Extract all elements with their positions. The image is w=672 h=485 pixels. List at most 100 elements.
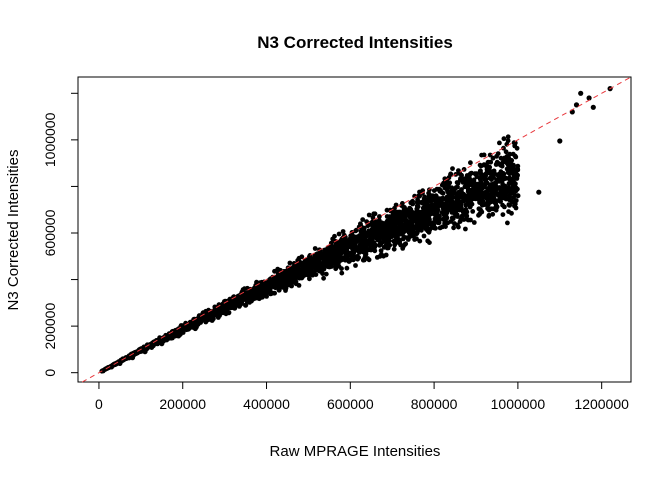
- data-point: [470, 196, 476, 202]
- data-point: [506, 209, 511, 215]
- data-point: [515, 166, 520, 172]
- data-point: [470, 209, 476, 214]
- data-point: [307, 256, 312, 262]
- data-point: [236, 297, 242, 303]
- data-point: [472, 181, 478, 186]
- data-point: [377, 242, 383, 248]
- data-point: [397, 239, 403, 245]
- data-point: [475, 184, 481, 189]
- data-point: [247, 291, 253, 297]
- data-point: [426, 228, 432, 234]
- data-point: [360, 249, 366, 255]
- data-point: [209, 317, 215, 323]
- data-point: [481, 152, 487, 158]
- data-point: [439, 224, 445, 230]
- data-point: [320, 271, 325, 276]
- data-point: [414, 221, 420, 227]
- data-point: [513, 185, 519, 191]
- data-point: [427, 240, 432, 246]
- data-point: [499, 188, 504, 194]
- data-point: [450, 166, 455, 172]
- data-point: [506, 160, 513, 166]
- data-point: [302, 270, 308, 276]
- data-point: [335, 258, 340, 264]
- data-point: [262, 289, 268, 295]
- data-point: [536, 189, 542, 195]
- data-point: [467, 176, 472, 181]
- data-point: [359, 226, 365, 232]
- data-point: [210, 308, 216, 314]
- y-tick-label: 0: [42, 369, 58, 377]
- data-point: [427, 209, 433, 214]
- data-point: [330, 236, 336, 242]
- data-point: [514, 145, 520, 151]
- data-point: [586, 95, 592, 101]
- data-point: [221, 305, 227, 311]
- data-point: [460, 209, 466, 215]
- data-point: [265, 285, 271, 291]
- data-point: [463, 226, 468, 232]
- data-point: [492, 171, 498, 177]
- data-point: [448, 172, 453, 178]
- data-point: [264, 294, 269, 299]
- data-point: [366, 241, 372, 247]
- data-point: [474, 174, 480, 180]
- data-point: [415, 225, 421, 231]
- data-point: [483, 176, 489, 182]
- x-tick-label: 0: [95, 396, 103, 412]
- data-point: [449, 185, 455, 191]
- data-point: [300, 261, 306, 266]
- data-point: [367, 246, 373, 252]
- data-point: [459, 205, 464, 211]
- data-point: [461, 198, 467, 204]
- data-point: [451, 225, 456, 231]
- data-point: [432, 216, 438, 222]
- data-point: [507, 190, 513, 195]
- data-point: [226, 310, 232, 316]
- data-point: [349, 238, 355, 244]
- data-point: [359, 237, 365, 243]
- data-point: [321, 260, 327, 265]
- data-point: [345, 250, 351, 256]
- data-point: [255, 289, 260, 295]
- data-point: [485, 196, 491, 201]
- data-point: [412, 237, 417, 242]
- data-point: [436, 186, 442, 192]
- data-point: [590, 104, 596, 110]
- data-point: [489, 177, 494, 183]
- data-point: [443, 200, 449, 206]
- data-point: [487, 152, 493, 158]
- data-point: [509, 165, 515, 171]
- data-point: [401, 207, 407, 213]
- data-point: [482, 181, 488, 187]
- data-point: [444, 220, 449, 226]
- data-point: [451, 209, 457, 214]
- data-point: [221, 310, 227, 316]
- data-point: [383, 227, 389, 233]
- data-point: [485, 159, 491, 165]
- data-point: [440, 203, 445, 209]
- data-point: [437, 197, 443, 203]
- data-point: [383, 223, 389, 229]
- data-point: [322, 255, 328, 261]
- data-point: [371, 232, 376, 237]
- data-point: [453, 185, 459, 190]
- y-axis-label: N3 Corrected Intensities: [5, 150, 22, 311]
- chart-title: N3 Corrected Intensities: [257, 33, 453, 52]
- data-point: [450, 189, 456, 195]
- x-tick-label: 1200000: [574, 396, 629, 412]
- data-point: [468, 171, 473, 177]
- data-point: [333, 266, 339, 272]
- data-point: [388, 218, 394, 223]
- data-point: [510, 151, 516, 157]
- identity-reference-line: [81, 76, 632, 383]
- data-point: [511, 178, 516, 184]
- data-point: [142, 349, 148, 355]
- data-point: [285, 268, 291, 274]
- data-point: [133, 351, 139, 356]
- data-point: [455, 198, 461, 204]
- data-point: [507, 176, 512, 181]
- data-point: [490, 155, 496, 161]
- data-point: [436, 218, 442, 224]
